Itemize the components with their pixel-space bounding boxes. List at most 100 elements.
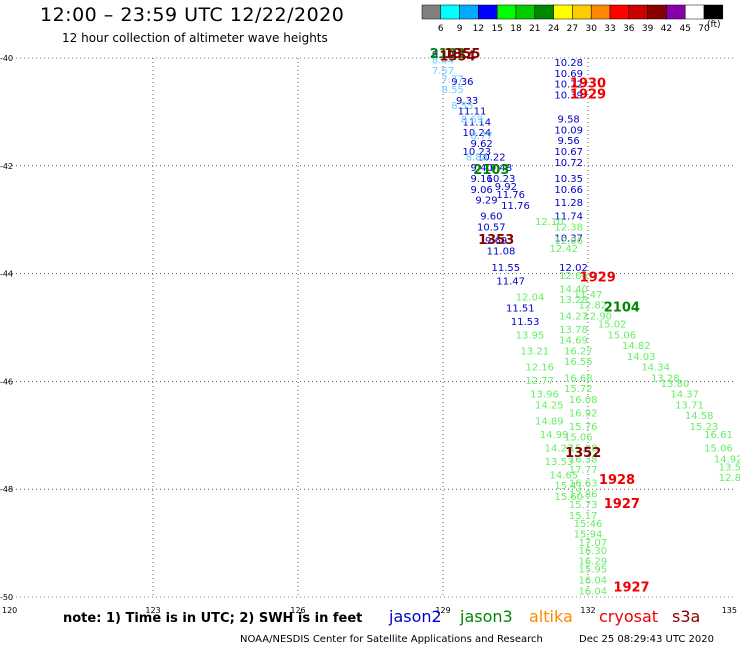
wave-height-label: 13.28 [651,373,680,384]
wave-height-label: 14.65 [550,470,579,481]
wave-height-label: 9.62 [471,139,493,150]
wave-height-label: 11.51 [506,303,535,314]
wave-height-label: 9.48 [490,163,512,174]
wave-height-label: 9.58 [558,115,580,126]
y-tick-label: -46 [0,377,13,386]
wave-height-label: 17.86 [569,489,598,500]
wave-height-label: 14.40 [559,284,588,295]
x-tick-label: 126 [290,606,305,615]
wave-height-label: 8.55 [451,101,473,112]
wave-height-label: 10.72 [554,158,583,169]
wave-height-label: 9.60 [480,212,502,223]
time-label: 1927 [613,581,649,596]
wave-height-label: 16.30 [579,546,608,557]
wave-height-label: 15.41 [554,481,583,492]
colorbar-label: 15 [491,24,502,34]
wave-height-label: 16.04 [579,586,608,597]
wave-height-label: 14.69 [559,336,588,347]
wave-height-label: 9.33 [456,96,478,107]
colorbar-label: 12 [473,24,484,34]
wave-height-label: 9.29 [475,196,497,207]
colorbar-label: 21 [529,24,540,34]
wave-height-label: 17.07 [579,538,608,549]
wave-height-label: 12.42 [550,244,579,255]
wave-height-label: 12.16 [525,363,554,374]
y-tick-label: -44 [0,270,13,279]
wave-height-label: 16.92 [569,408,598,419]
wave-height-label: 8.69 [461,115,483,126]
wave-height-label: 8.55 [442,85,464,96]
wave-height-label: 11.76 [501,201,530,212]
chart-subtitle: 12 hour collection of altimeter wave hei… [62,31,328,45]
y-tick-label: -50 [0,593,13,602]
wave-height-label: 13.53 [719,462,740,473]
wave-height-label: 9.10 [432,50,454,61]
wave-height-label: 10.57 [477,222,506,233]
colorbar-label: 45 [679,24,690,34]
wave-height-label: 14.92 [714,454,740,465]
wave-height-label: 13.80 [661,379,690,390]
colorbar-label: 30 [585,24,597,34]
wave-height-label: 16.61 [704,430,733,441]
wave-height-label: 10.35 [554,174,583,185]
wave-height-label: 15.17 [569,511,598,522]
data-marks: 9.3311.1111.1410.249.6210.2310.229.409.4… [430,47,740,597]
wave-height-label: 11.47 [496,276,525,287]
wave-height-label: 12.66 [559,271,588,282]
satellite-label: jason3 [460,607,513,626]
wave-height-label: 14.03 [627,352,656,363]
wave-height-label: 13.71 [675,400,704,411]
wave-height-label: 9.36 [451,77,473,88]
colorbar: 6 9 12 15 18 21 24 27 30 33 36 39 42 45 70 [421,4,724,34]
wave-height-label: 7.77 [442,74,464,85]
wave-height-label: 9.40 [471,163,493,174]
wave-height-label: 11.76 [496,190,525,201]
colorbar-swatch [590,4,611,20]
time-label: 1353 [478,233,514,248]
time-label: 2104 [604,300,640,315]
wave-height-label: 9.06 [471,185,493,196]
wave-height-label: 13.53 [545,457,574,468]
time-label: 1928 [599,473,635,488]
wave-height-label: 15.06 [704,443,733,454]
wave-height-label: 11.28 [554,198,583,209]
axis-ticks: -40 -42 -44 -46 -48 -50 120 123 126 129 132 135 [0,54,737,615]
colorbar-label: 39 [642,24,654,34]
satellite-label: jason2 [389,607,442,626]
time-label: 1352 [565,446,601,461]
colorbar-label: 18 [510,24,522,34]
wave-height-label: 12.90 [583,311,612,322]
wave-height-label: 10.24 [463,128,492,139]
wave-height-label: 15.08 [569,443,598,454]
time-label: 1930 [570,77,606,92]
footer-note: note: 1) Time is in UTC; 2) SWH is in fe… [63,611,363,626]
wave-height-label: 10.09 [554,125,583,136]
colorbar-label: 27 [567,24,578,34]
wave-height-label: 12.02 [559,263,588,274]
time-label: 2102 [430,47,466,62]
wave-height-label: 16.63 [569,479,598,490]
wave-height-label: 11.74 [554,212,583,223]
wave-height-label: 9.69 [485,236,507,247]
wave-height-label: 16.38 [569,454,598,465]
colorbar-swatch [478,4,498,20]
wave-height-label: 8.77 [471,131,493,142]
satellite-label: altika [529,607,573,626]
wave-height-label: 10.28 [554,58,583,69]
wave-height-label: 15.46 [574,519,603,530]
colorbar-swatch [628,4,648,20]
wave-height-label: 12.04 [516,293,545,304]
wave-height-label: 10.66 [554,185,583,196]
x-tick-label: 129 [435,606,450,615]
colorbar-swatch [647,4,667,20]
wave-height-label: 15.60 [554,492,583,503]
time-label: 1929 [580,271,616,286]
colorbar-label: 42 [661,24,672,34]
wave-height-label: 8.44 [432,55,454,66]
wave-height-label: 12.10 [535,217,564,228]
wave-height-label: 10.67 [554,147,583,158]
wave-height-label: 13.95 [516,330,545,341]
wave-height-label: 15.02 [598,320,627,331]
wave-height-label: 14.37 [670,390,699,401]
